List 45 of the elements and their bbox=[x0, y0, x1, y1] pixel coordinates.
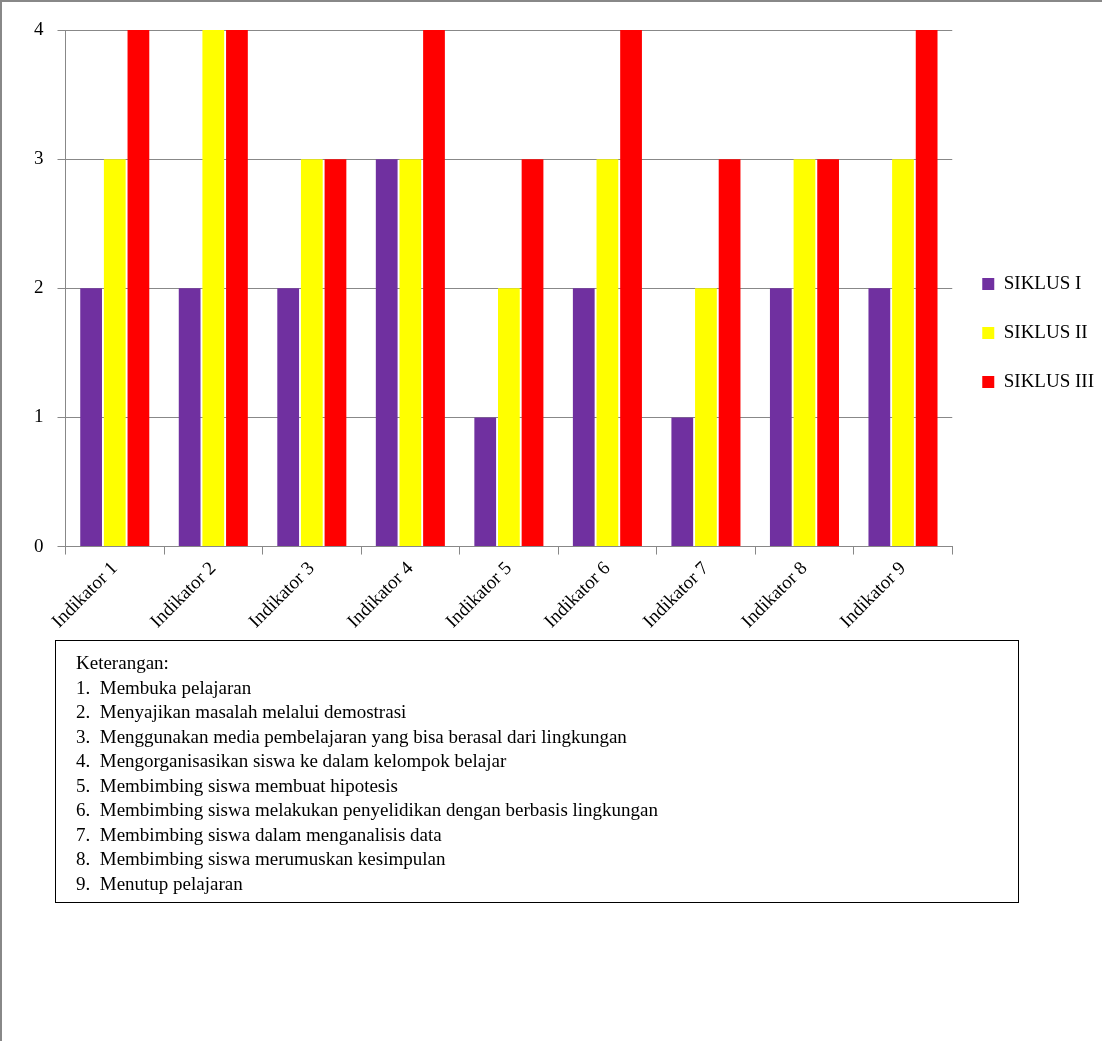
text: 2. Menyajikan masalah melalui demostrasi bbox=[76, 700, 408, 724]
y-tick-label: 0 bbox=[34, 534, 44, 556]
bar bbox=[793, 159, 816, 547]
bar bbox=[817, 159, 839, 547]
bar bbox=[80, 288, 102, 547]
bar bbox=[769, 288, 792, 547]
text: 1. Membuka pelajaran bbox=[76, 675, 253, 700]
text: 6. Membimbing siswa melakukan penyelidikan dengan berbasis lingkungan bbox=[76, 798, 660, 822]
bar bbox=[226, 30, 248, 547]
bar bbox=[127, 30, 150, 547]
text: 3. Menggunakan media pembelajaran yang bisa berasal dari lingkungan bbox=[76, 724, 628, 749]
bar bbox=[868, 288, 891, 547]
bar bbox=[521, 159, 544, 547]
bar bbox=[892, 159, 914, 547]
y-tick-label: 3 bbox=[34, 147, 44, 169]
bar bbox=[423, 30, 445, 547]
text: 9. Menutup pelajaran bbox=[76, 871, 244, 896]
bar bbox=[324, 159, 347, 547]
bar bbox=[498, 288, 520, 547]
y-tick-label: 1 bbox=[34, 405, 44, 427]
bar bbox=[695, 288, 717, 547]
bar bbox=[474, 417, 497, 547]
bar bbox=[671, 417, 694, 547]
bar bbox=[103, 159, 126, 547]
text: 8. Membimbing siswa merumuskan kesimpulan bbox=[76, 847, 447, 871]
legend-label: SIKLUS I bbox=[1003, 271, 1082, 293]
bar bbox=[300, 159, 323, 547]
bar bbox=[399, 159, 422, 547]
bar bbox=[375, 159, 398, 547]
bar bbox=[620, 30, 642, 547]
legend-label: SIKLUS III bbox=[1003, 369, 1095, 391]
bar bbox=[915, 30, 938, 547]
bar bbox=[178, 288, 201, 547]
bar bbox=[596, 159, 619, 547]
legend-label: SIKLUS II bbox=[1003, 320, 1088, 342]
text: Keterangan: bbox=[76, 651, 170, 675]
text: 5. Membimbing siswa membuat hipotesis bbox=[76, 773, 399, 798]
bar bbox=[277, 288, 300, 547]
bar bbox=[202, 30, 225, 547]
bar bbox=[718, 159, 741, 547]
bar bbox=[572, 288, 595, 547]
y-tick-label: 2 bbox=[34, 276, 44, 298]
text: 4. Mengorganisasikan siswa ke dalam kelompok belajar bbox=[76, 749, 508, 773]
text: 7. Membimbing siswa dalam menganalisis data bbox=[76, 822, 443, 847]
y-tick-label: 4 bbox=[34, 17, 44, 39]
